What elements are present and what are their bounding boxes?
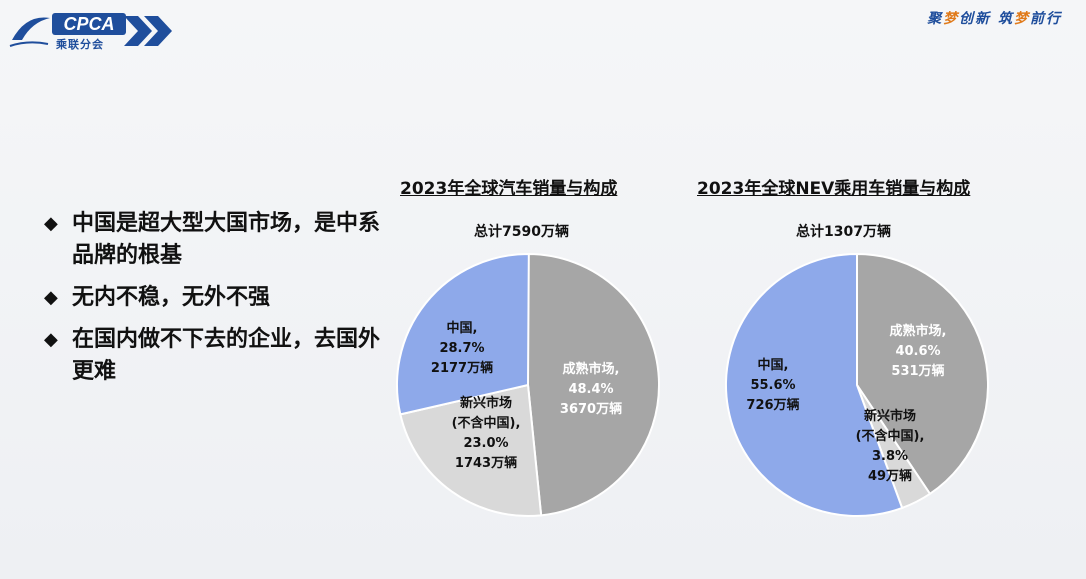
diamond-bullet-icon: ◆ xyxy=(44,213,58,234)
logo-swoosh-icon xyxy=(9,17,50,47)
pie-slice xyxy=(527,252,660,517)
slide-header: CPCA 乘联分会 聚梦创新 筑梦前行 xyxy=(0,0,1086,60)
bullet-list: ◆ 中国是超大型大国市场，是中系品牌的根基 ◆ 无内不稳，无外不强 ◆ 在国内做不下去… xyxy=(44,208,384,398)
pie-slice xyxy=(399,383,543,517)
chart-title: 2023年全球NEV乘用车销量与构成 xyxy=(697,179,971,199)
bullet-item: ◆ 中国是超大型大国市场，是中系品牌的根基 xyxy=(44,208,384,272)
slice-label: 新兴市场(不含中国), 3.8% 49万辆 xyxy=(856,408,925,484)
pie-slice xyxy=(396,252,530,416)
chart-total: 总计7590万辆 xyxy=(474,224,569,240)
slogan: 聚梦创新 筑梦前行 xyxy=(927,11,1062,27)
bullet-item: ◆ 在国内做不下去的企业，去国外更难 xyxy=(44,324,384,388)
diamond-bullet-icon: ◆ xyxy=(44,287,58,308)
pie-slice xyxy=(856,252,989,496)
logo-text: CPCA xyxy=(52,13,126,35)
chevron-right-icon xyxy=(124,16,172,46)
diamond-bullet-icon: ◆ xyxy=(44,329,58,350)
slice-label: 成熟市场, 40.6% 531万辆 xyxy=(890,323,947,379)
slice-label: 成熟市场, 48.4% 3670万辆 xyxy=(560,361,622,417)
bullet-item: ◆ 无内不稳，无外不强 xyxy=(44,282,384,314)
chart-total: 总计1307万辆 xyxy=(796,224,891,240)
slice-label: 中国, 28.7% 2177万辆 xyxy=(431,320,493,376)
slice-label: 中国, 55.6% 726万辆 xyxy=(746,357,799,413)
cpca-logo: CPCA 乘联分会 xyxy=(8,10,128,54)
chart-title: 2023年全球汽车销量与构成 xyxy=(400,179,618,199)
logo-subtitle: 乘联分会 xyxy=(56,38,104,51)
pie-slice xyxy=(725,252,904,517)
slice-label: 新兴市场(不含中国), 23.0% 1743万辆 xyxy=(452,395,521,471)
